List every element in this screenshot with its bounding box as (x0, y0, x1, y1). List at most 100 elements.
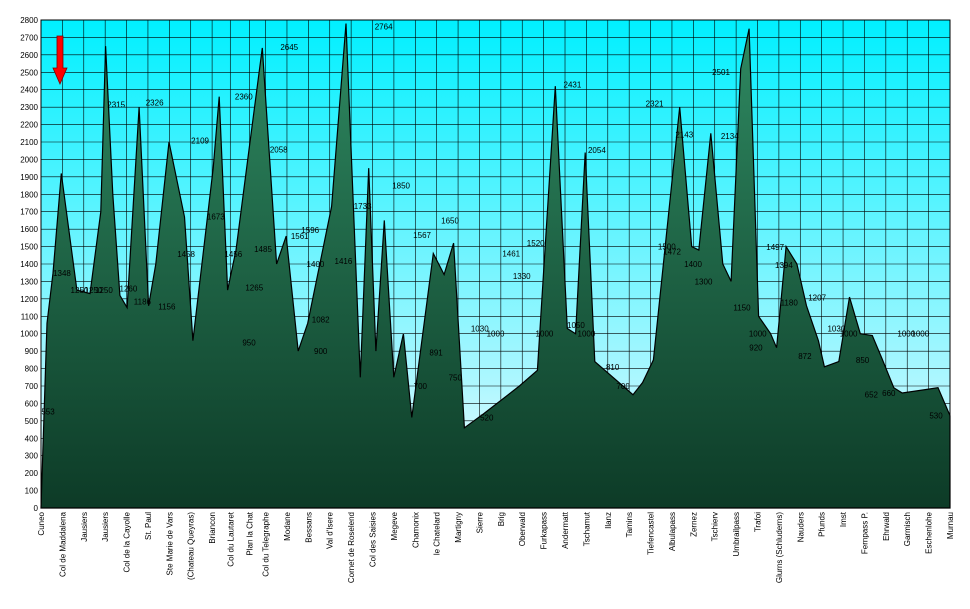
x-tick-label: Plan la Chat (246, 511, 255, 555)
data-label: 1180 (781, 298, 799, 307)
data-label: 1030 (471, 324, 489, 333)
data-label: 1186 (134, 297, 152, 306)
data-label: 891 (429, 349, 443, 358)
y-tick-label: 2500 (20, 68, 38, 77)
data-label: 1497 (766, 243, 784, 252)
data-label: 1850 (392, 182, 410, 191)
data-label: 1650 (441, 216, 459, 225)
x-tick-label: Martigny (454, 512, 463, 543)
data-label: 1300 (695, 277, 713, 286)
y-tick-label: 1600 (20, 225, 38, 234)
x-tick-label: Modane (283, 511, 292, 540)
x-tick-label: Tamins (625, 512, 634, 537)
y-tick-label: 500 (25, 417, 39, 426)
data-label: 2360 (235, 93, 253, 102)
data-label: 1500 (658, 243, 676, 252)
data-label: 700 (616, 382, 630, 391)
y-tick-label: 2000 (20, 155, 38, 164)
x-tick-label: St. Paul (144, 512, 153, 540)
x-tick-label: Tiefencastel (647, 512, 656, 555)
x-tick-label: Furkapass (540, 512, 549, 549)
y-tick-label: 2700 (20, 33, 38, 42)
data-label: 1472 (663, 247, 681, 256)
data-label: 1250 (85, 286, 103, 295)
data-label: 2645 (280, 43, 298, 52)
x-tick-label: Briancon (208, 512, 217, 544)
y-tick-label: 2800 (20, 16, 38, 25)
elevation-area (40, 23, 951, 509)
data-label: 1456 (224, 250, 242, 259)
y-tick-label: 1100 (21, 312, 39, 321)
x-tick-label: Ehrwald (882, 512, 891, 541)
x-tick-label: Col de Maddalena (58, 511, 67, 576)
y-tick-label: 100 (25, 487, 39, 496)
data-label: 950 (242, 338, 256, 347)
data-label: 1330 (513, 272, 531, 281)
data-label: 1000 (897, 330, 915, 339)
x-tick-label: Fernpass P. (860, 512, 869, 554)
x-tick-label: Glurns (Schluderns) (775, 512, 784, 583)
data-label: 1400 (684, 260, 702, 269)
data-label: 1567 (413, 231, 431, 240)
data-label: 1348 (53, 269, 71, 278)
start-marker (52, 35, 68, 85)
x-tick-label: Chamonix (411, 512, 420, 548)
x-tick-label: Ilanz (604, 512, 613, 529)
data-label: 553 (41, 408, 55, 417)
data-label: 1394 (775, 261, 793, 270)
y-tick-label: 1700 (20, 208, 38, 217)
data-labels: 1348553125012501250231512601186232611561… (41, 22, 943, 422)
data-label: 1733 (354, 202, 372, 211)
data-label: 1000 (536, 330, 554, 339)
x-tick-label: Col des Saisies (369, 512, 378, 567)
x-tick-label: Col du Telegraphe (262, 511, 271, 576)
x-tick-label: Andermatt (561, 511, 570, 549)
data-label: 2764 (375, 22, 393, 31)
x-tick-label: Trafoi (754, 512, 763, 532)
data-label: 2109 (191, 136, 209, 145)
data-label: 652 (865, 390, 879, 399)
x-tick-label: le Chatelard (433, 512, 442, 555)
y-tick-label: 2300 (20, 103, 38, 112)
data-label: 660 (882, 389, 896, 398)
y-tick-label: 2600 (20, 51, 38, 60)
data-label: 810 (606, 363, 620, 372)
x-tick-label: (Chateau Queyras) (187, 512, 196, 580)
data-label: 1250 (71, 286, 89, 295)
data-label: 1520 (527, 239, 545, 248)
plot-border (40, 19, 951, 509)
x-tick-label: Val d'Isere (326, 511, 335, 549)
x-tick-label: Jausiers (80, 512, 89, 542)
data-label: 1000 (911, 330, 929, 339)
y-tick-label: 2400 (20, 86, 38, 95)
y-tick-label: 1300 (20, 277, 38, 286)
data-label: 1250 (95, 286, 113, 295)
data-label: 2326 (146, 99, 164, 108)
y-tick-label: 800 (25, 365, 39, 374)
x-tick-label: Garmisch (903, 512, 912, 546)
y-tick-label: 1800 (20, 190, 38, 199)
y-tick-label: 1400 (20, 260, 38, 269)
y-tick-label: 0 (34, 504, 39, 513)
data-label: 1150 (733, 304, 751, 313)
data-label: 700 (414, 382, 428, 391)
x-tick-label: Tschierv (711, 512, 720, 541)
data-label: 1485 (254, 245, 272, 254)
data-label: 2321 (646, 99, 664, 108)
x-tick-label: Oberwald (518, 512, 527, 546)
y-tick-label: 2100 (20, 138, 38, 147)
x-tick-label: Cornet de Roselend (347, 512, 356, 583)
y-tick-label: 400 (25, 434, 39, 443)
data-label: 750 (449, 373, 463, 382)
y-tick-label: 1500 (20, 243, 38, 252)
x-tick-label: Pfunds (818, 512, 827, 537)
y-tick-label: 2200 (20, 121, 38, 130)
x-tick-label: Umbrailpass (732, 512, 741, 556)
data-label: 2143 (675, 131, 693, 140)
x-tick-label: Eschenlohe (925, 511, 934, 553)
data-label: 1265 (245, 284, 263, 293)
data-label: 850 (856, 356, 870, 365)
y-axis-ticks: 0 100 200 300 400 500 600 700 800 900 1000 1100 1200… (20, 16, 38, 513)
